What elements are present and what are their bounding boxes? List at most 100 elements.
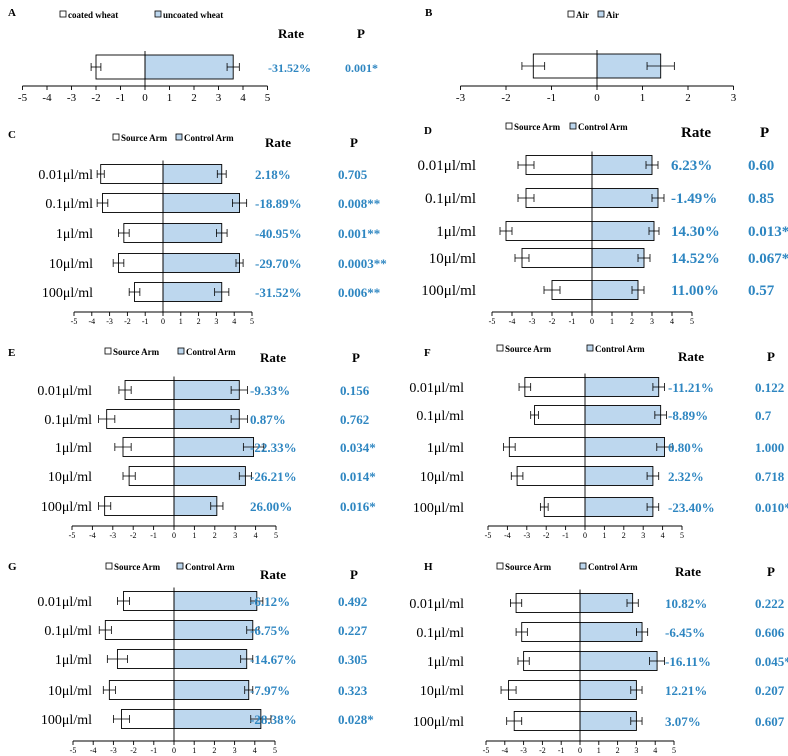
row-label: 10μl/ml: [49, 257, 93, 272]
bar-left: [513, 711, 581, 731]
row-label: 0.01μl/ml: [38, 168, 93, 183]
legend-swatch-left: [104, 347, 112, 355]
bar-left: [106, 409, 175, 429]
bar-right: [591, 221, 655, 241]
x-tick-label: -5: [70, 746, 77, 755]
legend-swatch-left: [59, 10, 67, 18]
bar-left: [521, 622, 581, 642]
row-label: 0.01μl/ml: [37, 595, 92, 610]
rate-value: 2.18%: [255, 167, 291, 182]
bar-left: [525, 155, 593, 175]
p-value: 0.010*: [755, 500, 788, 515]
x-tick-label: 1: [179, 317, 183, 326]
bar-left: [102, 193, 164, 213]
row-label: 100μl/ml: [413, 501, 464, 516]
panel-e-letter: E: [8, 347, 15, 359]
rate-header: Rate: [260, 350, 286, 365]
row-label: 10μl/ml: [48, 470, 92, 485]
bar-right: [162, 282, 223, 302]
bar-right: [173, 591, 258, 611]
bar-left: [118, 253, 164, 273]
legend-label: Control Arm: [578, 122, 628, 132]
x-tick-label: -3: [109, 531, 116, 540]
x-tick-label: 1: [167, 92, 173, 104]
bar-left: [95, 54, 146, 80]
row-label: 100μl/ml: [421, 283, 476, 299]
legend-label: Air: [606, 10, 619, 20]
row-label: 0.01μl/ml: [418, 158, 476, 174]
legend-swatch-right: [176, 562, 184, 570]
legend-label: Air: [576, 10, 589, 20]
x-tick-label: -4: [90, 746, 97, 755]
legend-swatch-right: [579, 562, 587, 570]
rate-value: -31.52%: [268, 61, 311, 75]
bar-left: [525, 188, 593, 208]
x-tick-label: 4: [232, 317, 236, 326]
x-tick-label: -1: [150, 746, 157, 755]
p-value: 0.718: [755, 469, 785, 484]
bar-right: [162, 164, 223, 184]
bar-right: [173, 649, 248, 669]
x-tick-label: 3: [216, 92, 222, 104]
x-tick-label: 2: [622, 531, 626, 540]
panel-h-letter: H: [424, 561, 433, 573]
x-tick-label: -4: [89, 531, 96, 540]
row-label: 0.01μl/ml: [37, 384, 92, 399]
legend-label: Control Arm: [595, 344, 645, 354]
row-label: 1μl/ml: [55, 653, 92, 668]
rate-value: -40.95%: [255, 226, 302, 241]
x-tick-label: -3: [523, 531, 530, 540]
bar-right: [579, 680, 637, 700]
x-tick-label: 0: [583, 531, 587, 540]
x-tick-label: 2: [212, 746, 216, 755]
rate-value: -26.21%: [250, 469, 297, 484]
x-tick-label: 5: [672, 746, 676, 755]
p-header: P: [350, 567, 358, 582]
x-tick-label: 2: [191, 92, 197, 104]
x-tick-label: 5: [274, 531, 278, 540]
p-value: 0.492: [338, 594, 367, 609]
rate-value: -8.89%: [668, 408, 708, 423]
row-label: 0.1μl/ml: [416, 409, 464, 424]
rate-header: Rate: [681, 125, 711, 141]
x-tick-label: -4: [504, 531, 511, 540]
rate-value: -1.49%: [671, 191, 717, 207]
x-tick-label: -1: [142, 317, 149, 326]
p-value: 0.156: [340, 383, 370, 398]
x-tick-label: 4: [653, 746, 657, 755]
bar-left: [524, 377, 586, 397]
panel-a-letter: A: [8, 7, 16, 19]
bar-left: [123, 223, 164, 243]
bar-right: [579, 711, 637, 731]
x-tick-label: -2: [130, 531, 137, 540]
rate-value: -31.52%: [255, 285, 302, 300]
rate-value: -16.11%: [665, 654, 711, 669]
rate-header: Rate: [260, 567, 286, 582]
bar-right: [584, 437, 665, 457]
x-tick-label: -5: [71, 317, 78, 326]
x-tick-label: 1: [610, 317, 614, 326]
rate-value: 0.87%: [250, 412, 286, 427]
rate-header: Rate: [278, 26, 304, 41]
legend-label: Source Arm: [505, 562, 552, 572]
panel-b-letter: B: [425, 7, 433, 19]
legend-label: coated wheat: [68, 10, 118, 20]
bar-left: [505, 221, 593, 241]
x-tick-label: 0: [142, 92, 148, 104]
panel-d: D Source Arm Control Arm Rate P 0.01μl/ml 6.23…: [418, 122, 788, 326]
p-value: 0.606: [755, 625, 785, 640]
legend-label: Control Arm: [185, 562, 235, 572]
row-label: 10μl/ml: [420, 684, 464, 699]
bar-right: [162, 223, 223, 243]
x-tick-label: 0: [594, 92, 600, 104]
bar-left: [100, 164, 164, 184]
x-tick-label: 3: [233, 746, 237, 755]
bar-right: [173, 680, 250, 700]
p-value: 0.7: [755, 408, 772, 423]
bar-right: [162, 193, 240, 213]
rate-header: Rate: [675, 564, 701, 579]
rate-value: 26.00%: [250, 499, 292, 514]
bar-right: [591, 188, 659, 208]
legend-label: Source Arm: [514, 122, 561, 132]
x-tick-label: 0: [172, 746, 176, 755]
